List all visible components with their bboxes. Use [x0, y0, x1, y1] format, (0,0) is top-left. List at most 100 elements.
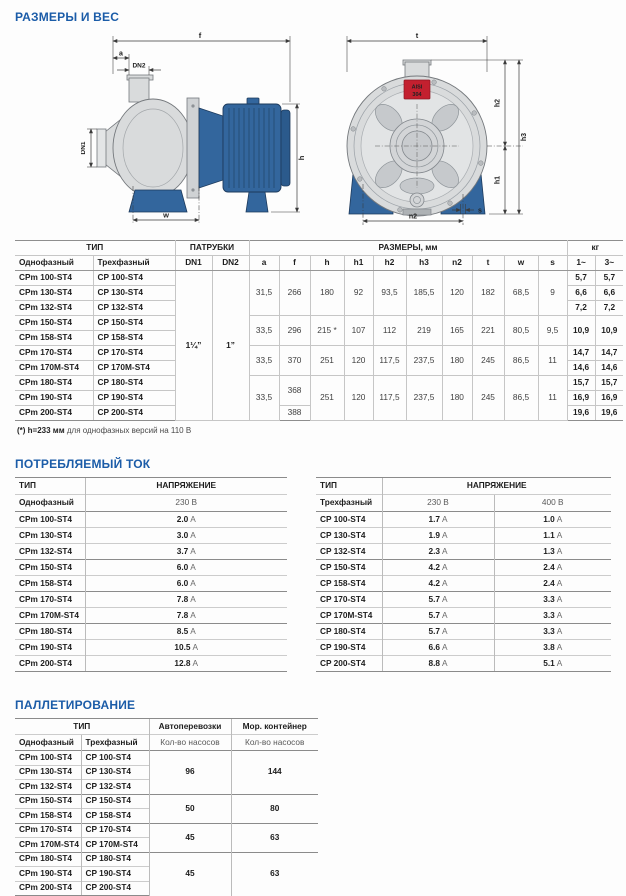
table-row: CP 100-ST4 1.7 A 1.0 A [316, 511, 611, 528]
table-row: CPm 180-ST4 8.5 A [15, 623, 287, 640]
dim-label-h3: h3 [521, 133, 528, 141]
table-row: CPm 190-ST4 CP 190-ST4 16,9 16,9 [15, 390, 624, 406]
dim-label-h1: h1 [495, 176, 502, 184]
col-header-single-phase: Однофазный [15, 734, 81, 751]
table-row: CPm 190-ST4 10.5 A [15, 639, 287, 656]
drain-plug [409, 192, 425, 208]
lantern-bracket [198, 107, 224, 189]
col-header-truck: Автоперевозки [148, 718, 231, 735]
table-row: CPm 158-ST4 6.0 A [15, 575, 287, 592]
front-view-pump-body: AISI 304 [346, 59, 488, 217]
table-row: ТИП ПАТРУБКИ РАЗМЕРЫ, мм кг [15, 240, 624, 256]
rim-bolts [350, 79, 484, 213]
amps-cell: 2.0 A [84, 511, 287, 528]
table-row: CPm 132-ST4 CP 132-ST4 [15, 779, 318, 794]
table-row: CPm 170-ST4 7.8 A [15, 591, 287, 608]
table-row: CPm 180-ST4 CP 180-ST4 45 63 [15, 851, 318, 896]
col-header-three-phase: Трехфазный [92, 255, 176, 271]
phase-label: Однофазный [15, 494, 85, 512]
table-row: CPm 132-ST4 3.7 A [15, 543, 287, 560]
motor-fins [228, 108, 275, 188]
col-header-single-phase: Однофазный [15, 255, 94, 271]
table-row: CPm 170-ST4 CP 170-ST4 33,5 370 251 120 … [15, 345, 624, 376]
side-view-pump-body [96, 74, 291, 213]
pump-side-view-drawing: f a DN2 DN1 h w [81, 31, 306, 224]
col-header-type: ТИП [15, 240, 176, 256]
dimensions-weight-table: ТИП ПАТРУБКИ РАЗМЕРЫ, мм кг Однофазный Т… [15, 240, 624, 421]
model-cell: CPm 100-ST4 [15, 750, 81, 765]
table-row: CPm 200-ST4 CP 200-ST4 388 19,6 19,6 [15, 405, 624, 421]
qty-label: Кол-во насосов [148, 734, 231, 751]
table-row: CPm 170M-ST4 7.8 A [15, 607, 287, 624]
table-row: Трехфазный 230 В 400 В [316, 494, 611, 512]
casing-slots [375, 104, 459, 195]
dim-label-t: t [416, 31, 419, 40]
table-row: CPm 200-ST4 12.8 A [15, 655, 287, 672]
qty-label: Кол-во насосов [230, 734, 318, 751]
table-row: CPm 150-ST4 6.0 A [15, 559, 287, 576]
motor-body [222, 103, 282, 193]
table-row: Однофазный Трехфазный DN1 DN2 a f h h1 h… [15, 255, 624, 271]
col-header-voltage: НАПРЯЖЕНИЕ [84, 477, 287, 495]
model-cell: CP 100-ST4 [92, 270, 176, 286]
dim-label-n2: n2 [409, 214, 417, 221]
col-header-type: ТИП [15, 477, 85, 495]
pump-front-view-drawing: AISI 304 [346, 31, 528, 225]
table-row: Однофазный 230 В [15, 494, 287, 512]
current-table-single-phase: ТИП НАПРЯЖЕНИЕ Однофазный 230 В CPm 100-… [15, 477, 287, 672]
table-row: CP 150-ST4 4.2 A 2.4 A [316, 559, 611, 576]
dim-label-a: a [119, 51, 123, 58]
motor-end-cap [280, 109, 291, 187]
voltage-230: 230 В [84, 494, 287, 512]
amps-cell: 1.7 A [381, 511, 494, 528]
dim-label-dn1: DN1 [81, 141, 87, 154]
dim-label-s: s [478, 208, 482, 215]
dim-label-f: f [199, 31, 202, 40]
container-qty: 144 [230, 750, 318, 794]
dimension-lines [87, 36, 300, 224]
table-row: CPm 150-ST4 CP 150-ST4 50 80 [15, 793, 318, 823]
current-tables: ТИП НАПРЯЖЕНИЕ Однофазный 230 В CPm 100-… [15, 477, 612, 672]
dim-label-h: h [297, 155, 306, 160]
table-row: ТИП НАПРЯЖЕНИЕ [15, 477, 287, 495]
section-title-palletizing: ПАЛЛЕТИРОВАНИЕ [15, 698, 136, 712]
rear-foot [245, 191, 269, 213]
table-row: CP 170M-ST4 5.7 A 3.3 A [316, 607, 611, 624]
table-row: ТИП НАПРЯЖЕНИЕ [316, 477, 611, 495]
table-row: CP 132-ST4 2.3 A 1.3 A [316, 543, 611, 560]
model-cell: CPm 100-ST4 [15, 270, 94, 286]
aisi-badge-line1: AISI [412, 85, 423, 91]
table-row: CP 170-ST4 5.7 A 3.3 A [316, 591, 611, 608]
table-row: CPm 170-ST4 CP 170-ST4 45 63 [15, 822, 318, 852]
col-header-ports: ПАТРУБКИ [174, 240, 250, 256]
aisi-badge [403, 79, 431, 100]
col-header-dims: РАЗМЕРЫ, мм [248, 240, 568, 256]
phase-label: Трехфазный [316, 494, 382, 512]
table-row: CP 180-ST4 5.7 A 3.3 A [316, 623, 611, 640]
col-header-dn2: DN2 [211, 255, 250, 271]
col-header-kg: кг [566, 240, 624, 256]
table-row: CP 190-ST4 6.6 A 3.8 A [316, 639, 611, 656]
col-header-dn1: DN1 [174, 255, 213, 271]
col-header-container: Мор. контейнер [230, 718, 318, 735]
pump-casing [112, 98, 194, 198]
dn2-value: 1” [211, 270, 250, 421]
dim-label-dn2: DN2 [132, 63, 145, 70]
model-cell: CPm 100-ST4 [15, 511, 85, 528]
voltage-230: 230 В [381, 494, 494, 512]
center-lines [375, 104, 459, 188]
section-title-current: ПОТРЕБЛЯЕМЫЙ ТОК [15, 457, 151, 471]
table-row: CPm 130-ST4 CP 130-ST4 [15, 764, 318, 780]
table-row: ТИП Автоперевозки Мор. контейнер [15, 718, 318, 735]
col-header-voltage: НАПРЯЖЕНИЕ [381, 477, 611, 495]
dimension-lines-front [346, 36, 523, 225]
table-row: CP 200-ST4 8.8 A 5.1 A [316, 655, 611, 672]
dn1-value: 1¼” [174, 270, 213, 421]
dn1-flange [96, 128, 107, 168]
front-foot [128, 189, 188, 213]
pump-diagrams: f a DN2 DN1 h w [15, 28, 612, 230]
truck-qty: 96 [148, 750, 231, 794]
dim-label-h2: h2 [495, 99, 502, 107]
col-header-type: ТИП [316, 477, 382, 495]
